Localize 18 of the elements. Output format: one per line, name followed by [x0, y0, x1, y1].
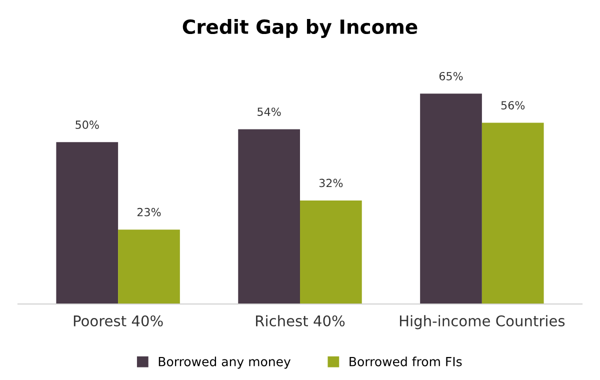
legend-label: Borrowed any money [158, 356, 291, 369]
data-label: 23% [137, 208, 161, 216]
data-label: 54% [258, 108, 281, 116]
data-label: 32% [319, 178, 343, 188]
bar [238, 129, 300, 304]
x-tick-label: Poorest 40% [74, 315, 163, 326]
chart-title: Credit Gap by Income [182, 19, 418, 38]
bar [482, 122, 544, 304]
bar [420, 94, 482, 304]
x-tick-label: High-income Countries [400, 315, 565, 330]
x-tick-label: Richest 40% [256, 315, 345, 326]
data-label: 56% [501, 101, 525, 110]
data-label: 65% [439, 72, 463, 80]
legend-label: Borrowed from FIs [350, 356, 462, 366]
bar [300, 200, 362, 304]
data-label: 50% [76, 120, 99, 129]
bar [118, 230, 180, 304]
bar [56, 142, 118, 304]
